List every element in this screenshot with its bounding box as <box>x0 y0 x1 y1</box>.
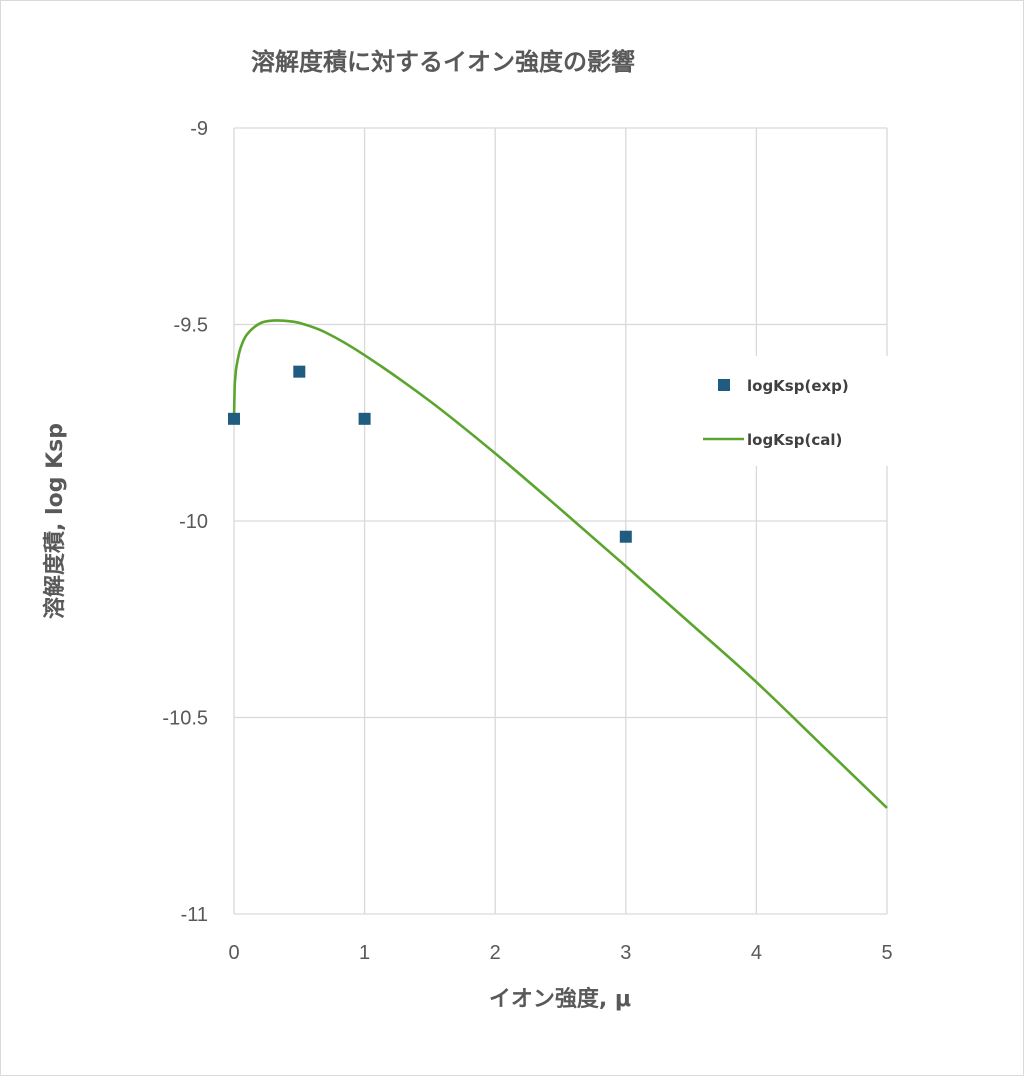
y-axis-title: 溶解度積, log Ksp <box>42 423 68 619</box>
data-point <box>619 530 632 543</box>
legend-label-exp: logKsp(exp) <box>747 377 849 395</box>
data-point <box>358 412 371 425</box>
legend-label-cal: logKsp(cal) <box>747 431 842 449</box>
y-tick-label: -11 <box>181 904 208 926</box>
legend-background <box>692 356 888 466</box>
tick-labels: 0 1 2 3 4 5 -9 -9.5 -10 -10.5 -11 <box>162 118 892 964</box>
x-tick-label: 4 <box>751 942 762 964</box>
x-tick-label: 5 <box>881 942 892 964</box>
series-line-logksp-cal <box>232 319 888 809</box>
data-point <box>228 412 240 425</box>
y-tick-label: -9.5 <box>174 315 208 337</box>
legend-marker-exp <box>718 379 730 391</box>
series <box>228 319 888 809</box>
y-tick-label: -10 <box>179 511 208 533</box>
chart-title: 溶解度積に対するイオン強度の影響 <box>251 48 635 76</box>
legend: logKsp(exp) logKsp(cal) <box>692 356 888 466</box>
y-tick-label: -9 <box>190 118 208 140</box>
x-tick-label: 0 <box>228 942 239 964</box>
x-tick-label: 1 <box>359 942 370 964</box>
y-tick-label: -10.5 <box>162 708 208 730</box>
x-tick-label: 2 <box>490 942 501 964</box>
data-point <box>293 365 306 378</box>
x-axis-title: イオン強度, μ <box>489 986 631 1012</box>
grid <box>233 127 888 915</box>
x-tick-label: 3 <box>620 942 631 964</box>
